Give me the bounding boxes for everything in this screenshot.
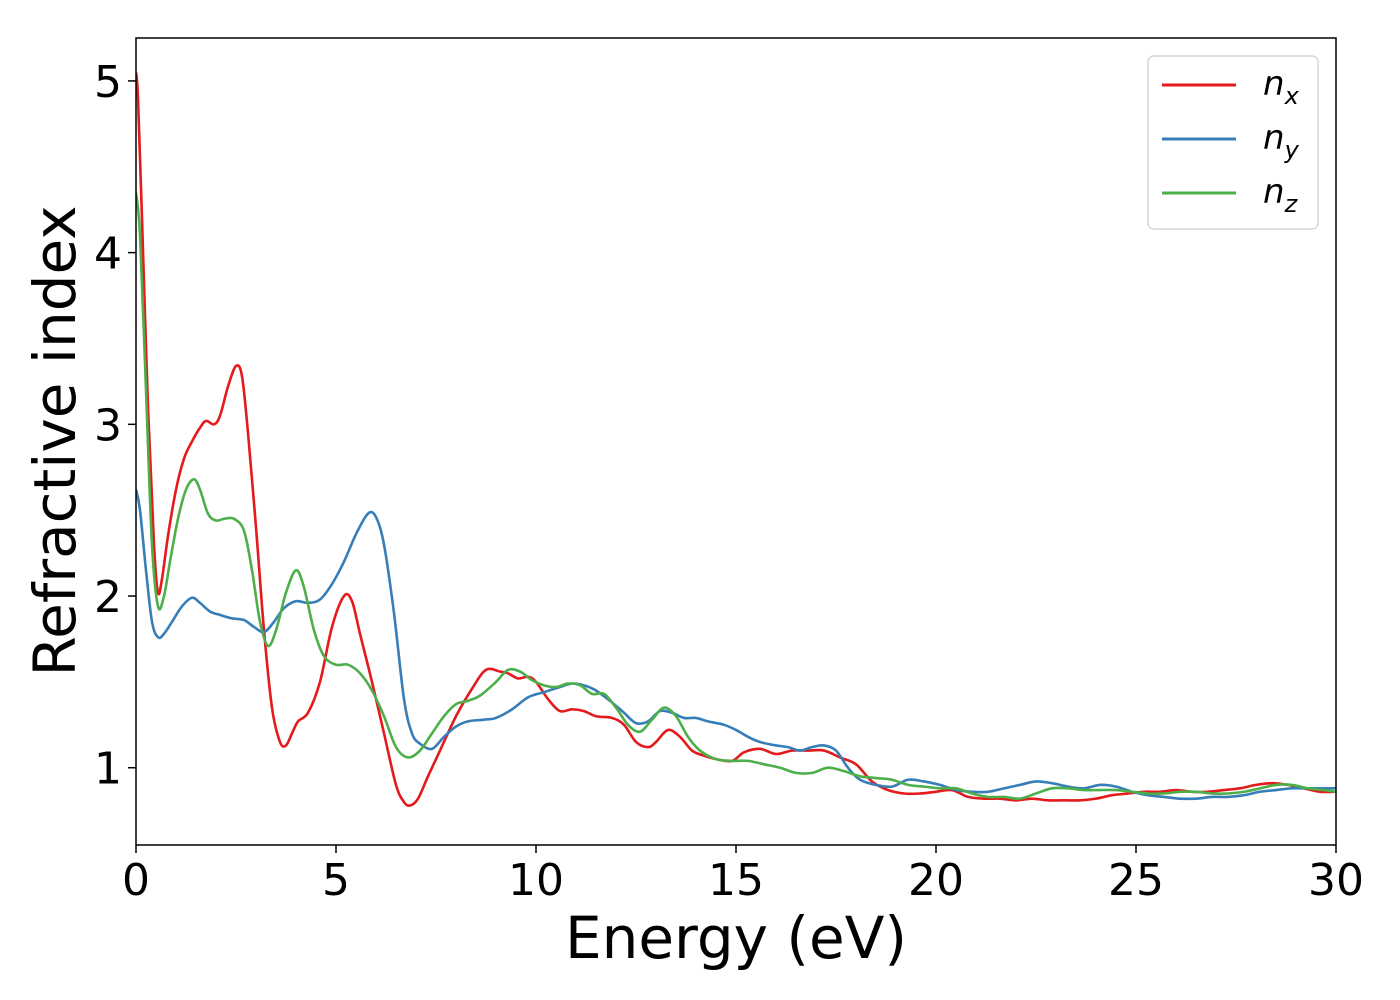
y-tick-label: 3 bbox=[94, 400, 122, 451]
series-line-y bbox=[136, 489, 1336, 801]
x-tick-label: 0 bbox=[122, 855, 150, 906]
y-tick-label: 4 bbox=[94, 229, 122, 280]
legend: nx ny nz bbox=[1147, 55, 1319, 230]
y-tick-label: 1 bbox=[94, 744, 122, 795]
y-axis-title: Refractive index bbox=[21, 205, 89, 676]
x-tick-label: 30 bbox=[1308, 855, 1364, 906]
x-tick-label: 15 bbox=[708, 855, 764, 906]
y-tick-label: 2 bbox=[94, 572, 122, 623]
axis-ticks: 0 5 10 15 20 25 30 1 2 3 4 5 bbox=[94, 57, 1364, 906]
legend-box bbox=[1147, 55, 1319, 230]
x-tick-label: 25 bbox=[1108, 855, 1164, 906]
legend-label-z: nz bbox=[1263, 172, 1299, 218]
x-tick-label: 10 bbox=[508, 855, 564, 906]
series-lines bbox=[136, 72, 1336, 807]
x-tick-label: 20 bbox=[908, 855, 964, 906]
x-tick-label: 5 bbox=[322, 855, 350, 906]
y-tick-label: 5 bbox=[94, 57, 122, 108]
legend-label-x: nx bbox=[1263, 64, 1300, 110]
series-line-z bbox=[136, 192, 1336, 801]
legend-label-y: ny bbox=[1263, 118, 1300, 164]
series-line-x bbox=[136, 72, 1336, 807]
x-axis-title: Energy (eV) bbox=[565, 904, 907, 972]
